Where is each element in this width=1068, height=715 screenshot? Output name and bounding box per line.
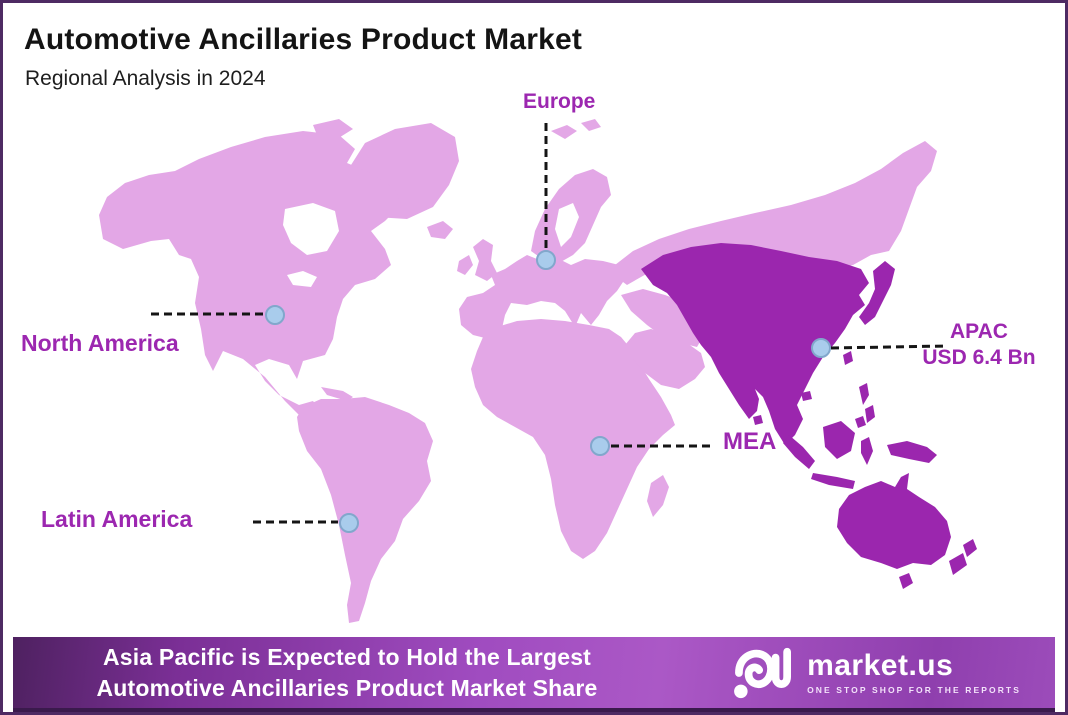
- apac-label: APAC: [950, 320, 1008, 343]
- marketus-logo: market.us ONE STOP SHOP FOR THE REPORTS: [733, 646, 1021, 700]
- region-apac-main: [641, 243, 869, 445]
- logo-tagline: ONE STOP SHOP FOR THE REPORTS: [807, 684, 1021, 695]
- latin-america-label: Latin America: [41, 506, 193, 532]
- region-south-america: [297, 397, 433, 623]
- banner-text: Asia Pacific is Expected to Hold the Lar…: [27, 642, 667, 703]
- region-indonesia: [783, 421, 937, 489]
- apac-value-label: USD 6.4 Bn: [922, 346, 1036, 370]
- mea-marker-dot: [590, 436, 610, 456]
- apac-label-group: APAC USD 6.4 Bn: [904, 319, 1054, 371]
- logo-text: market.us: [807, 648, 954, 682]
- north-america-label: North America: [21, 330, 179, 356]
- north-america-marker-dot: [265, 305, 285, 325]
- mea-label: MEA: [723, 428, 777, 455]
- region-tasmania-nz: [899, 539, 977, 589]
- europe-label: Europe: [523, 90, 596, 113]
- apac-marker-dot: [811, 338, 831, 358]
- latin-america-marker-dot: [339, 513, 359, 533]
- world-map: [99, 119, 977, 623]
- region-africa: [471, 319, 675, 559]
- marketus-logo-icon: [734, 647, 792, 698]
- region-japan: [859, 261, 895, 325]
- region-australia: [837, 473, 951, 569]
- page-subtitle: Regional Analysis in 2024: [25, 67, 266, 90]
- region-philippines: [855, 383, 875, 428]
- page-title: Automotive Ancillaries Product Market: [24, 23, 583, 56]
- europe-marker-dot: [536, 250, 556, 270]
- region-europe: [459, 255, 625, 339]
- bottom-banner: Asia Pacific is Expected to Hold the Lar…: [13, 637, 1055, 712]
- apac-leader-line: [830, 344, 948, 350]
- logo-text-block: market.us ONE STOP SHOP FOR THE REPORTS: [807, 648, 1021, 695]
- banner-line1: Asia Pacific is Expected to Hold the Lar…: [102, 644, 592, 671]
- baltic-sea: [555, 203, 579, 247]
- hudson-bay: [283, 203, 339, 255]
- great-lakes: [287, 271, 317, 287]
- region-madagascar: [647, 475, 669, 517]
- banner-line2: Automotive Ancillaries Product Market Sh…: [96, 674, 598, 701]
